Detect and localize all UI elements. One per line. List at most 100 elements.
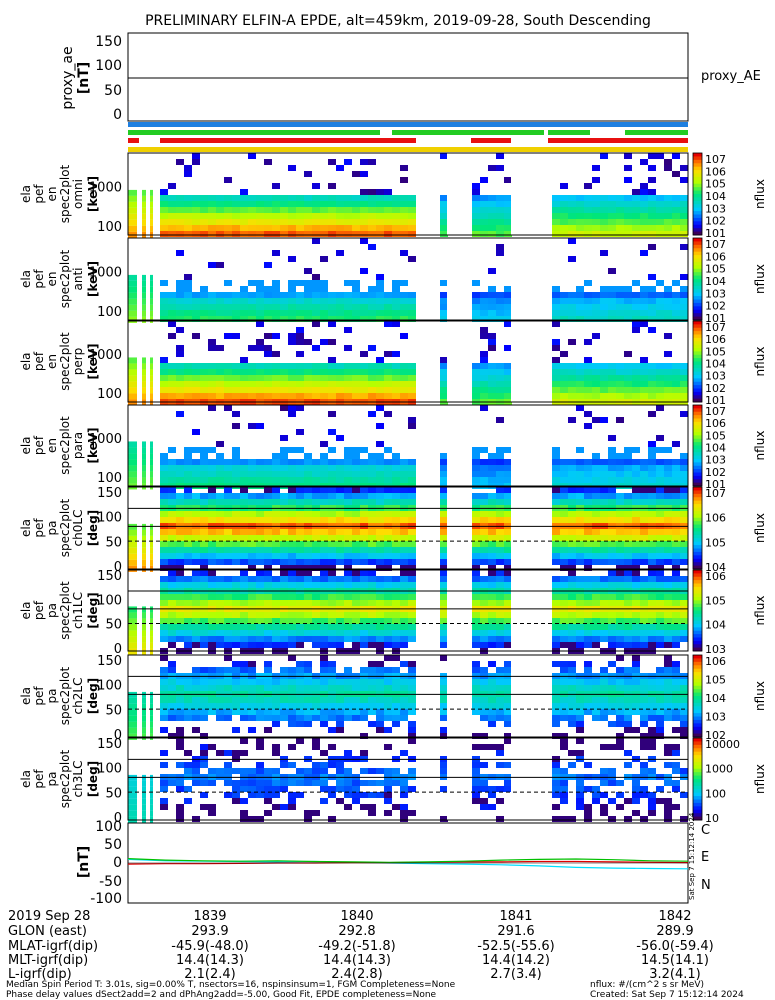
heat-cell [440, 471, 448, 477]
heat-cell [440, 304, 448, 310]
heat-cell [408, 256, 416, 262]
heat-cell [312, 780, 320, 786]
heat-cell [392, 529, 400, 535]
heat-cell [552, 541, 560, 547]
heat-cell [376, 721, 384, 727]
colorbar-cell [693, 261, 702, 266]
heat-cell [184, 207, 192, 213]
heat-cell [664, 517, 672, 523]
heat-cell [584, 213, 592, 219]
heat-cell [592, 298, 600, 304]
heat-cell [296, 582, 304, 588]
heat-cell [272, 600, 280, 606]
heat-cell [400, 618, 408, 624]
heat-cell [640, 768, 648, 774]
heat-cell [272, 768, 280, 774]
heat-cell [680, 636, 688, 642]
heat-cell [656, 685, 664, 691]
heat-cell [608, 316, 616, 322]
heat-cell [312, 310, 320, 316]
heat-cell [488, 268, 496, 274]
heat-cell [472, 207, 480, 213]
heat-cell [264, 697, 272, 703]
heat-cell [368, 810, 376, 816]
heat-cell [376, 381, 384, 387]
heat-cell [160, 280, 168, 286]
heat-cell [608, 630, 616, 636]
heat-cell [328, 316, 336, 322]
heat-cell [472, 387, 480, 393]
heat-cell [150, 363, 153, 370]
heat-cell [296, 387, 304, 393]
heat-cell [408, 810, 416, 816]
heat-cell [336, 477, 344, 483]
heat-cell [312, 576, 320, 582]
heat-cell [496, 547, 504, 553]
heat-cell [184, 274, 192, 280]
heat-cell [624, 493, 632, 499]
heat-cell [496, 582, 504, 588]
spec-frame [127, 737, 689, 821]
heat-cell [576, 618, 584, 624]
heat-cell [176, 393, 184, 399]
heat-cell [368, 703, 376, 709]
spec-ylabel-line: ela [19, 352, 33, 370]
heat-cell [168, 685, 176, 691]
heat-cell [592, 618, 600, 624]
heat-cell [176, 280, 184, 286]
heat-cell [368, 618, 376, 624]
heat-cell [360, 576, 368, 582]
heat-cell [142, 477, 146, 484]
spec-ytick: 150 [97, 737, 122, 752]
heat-cell [392, 321, 400, 327]
heat-cell [496, 417, 504, 423]
colorbar-cell [693, 593, 702, 598]
heat-cell [496, 453, 504, 459]
heat-cell [176, 541, 184, 547]
heat-cell [304, 721, 312, 727]
heat-cell [472, 744, 480, 750]
heat-cell [280, 517, 288, 523]
heat-cell [336, 582, 344, 588]
heat-cell [552, 661, 560, 667]
spec-panel-1: ela pef en spec2plot anti [keV]10001001071061… [19, 237, 767, 325]
heat-cell [304, 582, 312, 588]
heat-cell [664, 600, 672, 606]
heat-cell [160, 387, 168, 393]
heat-cell [584, 393, 592, 399]
heat-cell [616, 304, 624, 310]
heat-cell [664, 679, 672, 685]
heat-cell [176, 810, 184, 816]
heat-cell [176, 709, 184, 715]
heat-cell [168, 709, 176, 715]
heat-cell [288, 195, 296, 201]
heat-cell [680, 576, 688, 582]
heat-cell [224, 685, 232, 691]
heat-cell [624, 553, 632, 559]
heat-cell [552, 600, 560, 606]
heat-cell [496, 576, 504, 582]
spec-ylabel-line: pef [32, 600, 46, 620]
heat-cell [296, 529, 304, 535]
heat-cell [480, 219, 488, 225]
heat-cell [440, 529, 448, 535]
heat-cell [360, 594, 368, 600]
heat-cell [248, 642, 256, 648]
heat-cell [320, 709, 328, 715]
heat-cell [142, 369, 146, 376]
heat-cell [344, 636, 352, 642]
heat-cell [208, 636, 216, 642]
heat-cell [600, 535, 608, 541]
heat-cell [232, 750, 240, 756]
heat-cell [296, 715, 304, 721]
heat-cell [488, 630, 496, 636]
heat-cell [352, 529, 360, 535]
heat-cell [328, 310, 336, 316]
heat-cell [504, 298, 512, 304]
heat-cell [240, 375, 248, 381]
heat-cell [288, 333, 296, 339]
heat-cell [648, 559, 656, 565]
heat-cell [192, 471, 200, 477]
heat-cell [560, 487, 568, 493]
heat-cell [376, 286, 384, 292]
